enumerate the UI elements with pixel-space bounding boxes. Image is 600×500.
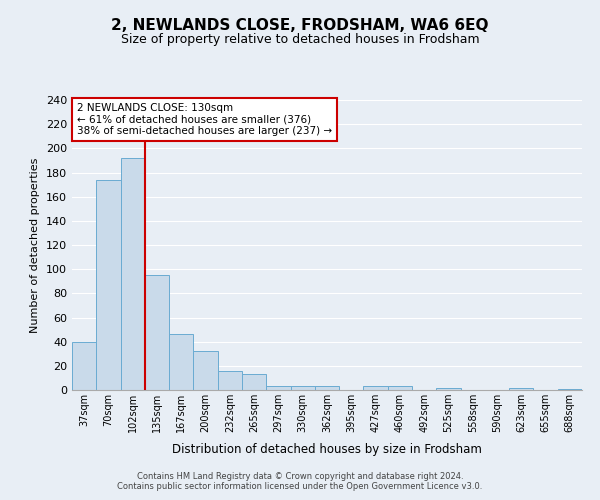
Bar <box>96 180 121 390</box>
Bar <box>266 386 290 390</box>
Bar <box>436 388 461 390</box>
Bar <box>364 386 388 390</box>
X-axis label: Distribution of detached houses by size in Frodsham: Distribution of detached houses by size … <box>172 444 482 456</box>
Bar <box>218 370 242 390</box>
Text: 2 NEWLANDS CLOSE: 130sqm
← 61% of detached houses are smaller (376)
38% of semi-: 2 NEWLANDS CLOSE: 130sqm ← 61% of detach… <box>77 103 332 136</box>
Bar <box>388 386 412 390</box>
Text: Size of property relative to detached houses in Frodsham: Size of property relative to detached ho… <box>121 32 479 46</box>
Bar <box>121 158 145 390</box>
Bar <box>315 386 339 390</box>
Bar <box>290 386 315 390</box>
Bar <box>145 275 169 390</box>
Bar <box>509 388 533 390</box>
Y-axis label: Number of detached properties: Number of detached properties <box>31 158 40 332</box>
Text: Contains public sector information licensed under the Open Government Licence v3: Contains public sector information licen… <box>118 482 482 491</box>
Bar <box>193 352 218 390</box>
Bar <box>72 342 96 390</box>
Bar <box>169 334 193 390</box>
Bar <box>558 389 582 390</box>
Bar <box>242 374 266 390</box>
Text: Contains HM Land Registry data © Crown copyright and database right 2024.: Contains HM Land Registry data © Crown c… <box>137 472 463 481</box>
Text: 2, NEWLANDS CLOSE, FRODSHAM, WA6 6EQ: 2, NEWLANDS CLOSE, FRODSHAM, WA6 6EQ <box>111 18 489 32</box>
